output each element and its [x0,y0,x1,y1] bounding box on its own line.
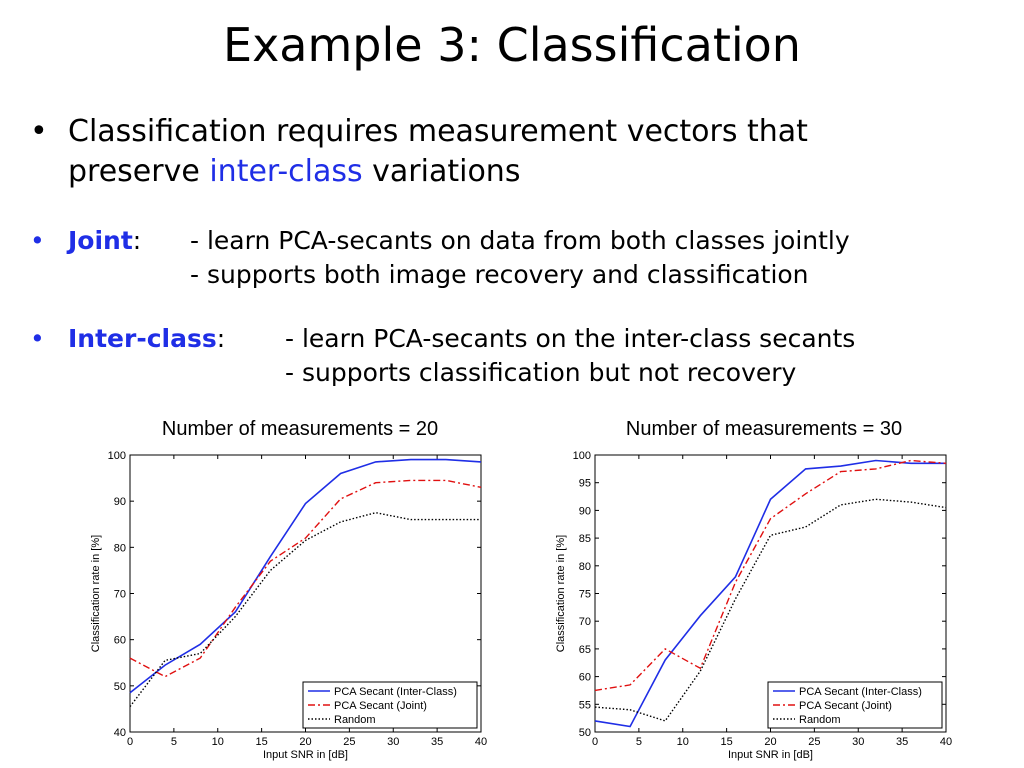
chart-measurements-30: Number of measurements = 30 0 5 10 15 20 25 30 3… [555,418,952,761]
legend-entry: Random [334,714,376,726]
x-tick-label: 40 [940,736,952,748]
joint-line-1: - learn PCA-secants on data from both cl… [190,226,850,255]
y-tick-label: 75 [579,589,591,601]
y-tick-label: 85 [579,533,591,545]
legend-box [302,681,478,729]
joint-description: - learn PCA-secants on data from both cl… [190,224,850,292]
x-tick-label: 15 [721,736,733,748]
y-tick-label: 95 [579,478,591,490]
bullet-line-2-post: variations [362,154,521,189]
x-tick-label: 35 [431,736,443,748]
legend-entry: PCA Secant (Joint) [799,700,892,712]
series-line-pca-secant-inter-class [594,459,946,728]
bullet-glyph: • [30,226,45,255]
joint-label-text: Joint [68,226,133,255]
chart-measurements-20: Number of measurements = 20 0 5 10 15 20 25 30 3… [90,418,487,761]
y-axis-label: Classification rate in [%] [90,535,102,652]
x-tick-label: 30 [852,736,864,748]
bullet-line-2-pre: preserve [68,154,210,189]
bullet-glyph: • [30,114,48,149]
series-line-random [129,511,481,708]
bullet-glyph: • [30,324,45,353]
x-tick-label: 25 [808,736,820,748]
bullet-line-1: Classification requires measurement vect… [68,114,808,149]
y-tick-label: 50 [114,681,126,693]
joint-line-2: - supports both image recovery and class… [190,260,809,289]
inter-class-label: Inter-class: [68,322,225,356]
x-tick-label: 35 [896,736,908,748]
bullet-line-2: preserve inter-class variations [68,152,968,192]
y-tick-label: 70 [114,589,126,601]
series-line-random [594,498,947,722]
inter-class-label-text: Inter-class [68,324,217,353]
x-tick-label: 25 [343,736,355,748]
x-tick-label: 0 [592,736,598,748]
inter-class-line-1: - learn PCA-secants on the inter-class s… [285,324,856,353]
y-tick-label: 40 [114,727,126,739]
legend-entry: PCA Secant (Inter-Class) [799,686,922,698]
joint-colon: : [132,226,142,255]
x-tick-label: 0 [127,736,133,748]
y-tick-label: 60 [114,635,126,647]
y-tick-label: 60 [579,672,591,684]
x-tick-label: 20 [299,736,311,748]
x-tick-label: 10 [212,736,224,748]
y-axis-label: Classification rate in [%] [555,535,567,652]
inter-class-highlight: inter-class [209,154,363,189]
x-tick-label: 40 [475,736,487,748]
y-tick-label: 100 [573,450,591,462]
x-tick-label: 20 [764,736,776,748]
x-tick-label: 30 [387,736,399,748]
chart-title: Number of measurements = 20 [162,418,438,440]
chart-title: Number of measurements = 30 [626,418,902,440]
y-tick-label: 90 [579,505,591,517]
y-tick-label: 70 [579,616,591,628]
inter-class-colon: : [216,324,226,353]
series-line-pca-secant-inter-class [129,458,482,694]
y-tick-label: 65 [579,644,591,656]
y-tick-label: 80 [579,561,591,573]
bullet-text: Classification requires measurement vect… [68,112,968,192]
legend-entry: PCA Secant (Inter-Class) [334,686,457,698]
x-axis-label: Input SNR in [dB] [728,749,813,761]
series-line-pca-secant-joint [129,479,482,678]
legend-entry: PCA Secant (Joint) [334,700,427,712]
slide-title: Example 3: Classification [223,18,801,72]
inter-class-description: - learn PCA-secants on the inter-class s… [285,322,855,390]
y-tick-label: 90 [114,496,126,508]
joint-label: Joint: [68,224,141,258]
x-tick-label: 15 [256,736,268,748]
y-tick-label: 100 [108,450,126,462]
y-tick-label: 50 [579,727,591,739]
y-tick-label: 55 [579,699,591,711]
x-tick-label: 10 [677,736,689,748]
x-axis-label: Input SNR in [dB] [263,749,348,761]
x-tick-label: 5 [171,736,177,748]
series-line-pca-secant-joint [594,459,947,692]
y-tick-label: 80 [114,542,126,554]
x-tick-label: 5 [636,736,642,748]
legend-entry: Random [799,714,841,726]
legend-box [767,681,943,729]
inter-class-line-2: - supports classification but not recove… [285,358,797,387]
